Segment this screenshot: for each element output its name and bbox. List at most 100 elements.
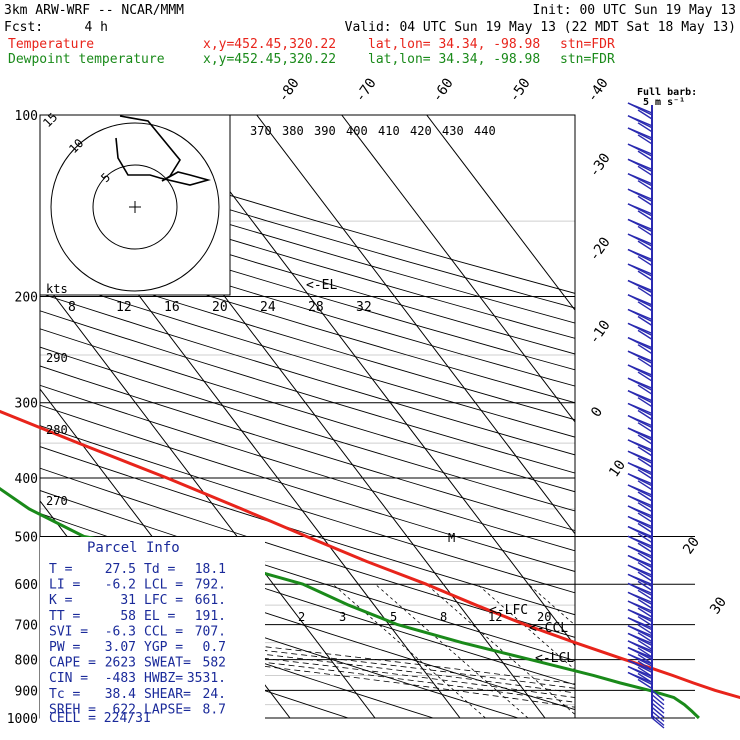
wind-barb: [637, 329, 653, 340]
wind-barb: [627, 427, 653, 439]
wind-barb: [627, 608, 653, 621]
hodograph-speed-label: 24: [260, 300, 276, 315]
parcel-info-key: TT =: [49, 609, 80, 624]
wind-barb: [651, 698, 665, 710]
wind-barb: [637, 502, 653, 513]
wind-barb: [627, 364, 653, 376]
wind-barb: [637, 150, 653, 161]
wind-barbs-layer: Full barb:5 m s⁻¹: [627, 87, 697, 729]
isotherm-label: -40: [584, 75, 612, 105]
wind-barb: [627, 143, 653, 155]
wind-barb: [627, 377, 653, 389]
mixing-ratio-label: 5: [390, 610, 397, 624]
wind-barb: [637, 371, 653, 382]
parcel-info-key: CCL =: [144, 624, 183, 639]
parcel-info-key: CIN =: [49, 671, 88, 686]
wind-barb: [637, 315, 653, 327]
wind-barb: [637, 457, 653, 468]
wind-barb: [637, 522, 653, 534]
parcel-info-key: K =: [49, 593, 73, 608]
theta-label: 370: [250, 124, 272, 138]
parcel-info-title: Parcel Info: [87, 540, 180, 556]
mixing-ratio-line: [528, 583, 575, 626]
isotherm-label: -10: [586, 317, 614, 347]
wind-barb: [637, 561, 653, 573]
parcel-info-key: Tc =: [49, 687, 80, 702]
wind-barb: [637, 469, 653, 480]
dewpoint-latlon: lat,lon= 34.34, -98.98: [368, 52, 540, 67]
wind-barb: [627, 545, 653, 557]
parcel-info-value: 27.5: [105, 562, 136, 577]
isotherm-line: [426, 115, 575, 311]
parcel-info-key: PW =: [49, 640, 80, 655]
parcel-info-key: EL =: [144, 609, 175, 624]
isotherm-label: 0: [588, 404, 606, 420]
wind-barb: [627, 646, 653, 659]
wind-barb: [627, 665, 653, 678]
parcel-info-value: 3.07: [105, 640, 136, 655]
parcel-info-key: Td =: [144, 562, 175, 577]
adiabat-label: 280: [46, 423, 68, 437]
mixing-ratio-label: 2: [298, 610, 305, 624]
wind-barb: [627, 415, 653, 427]
wind-barb: [637, 397, 653, 408]
parcel-info-value: 38.4: [105, 687, 136, 702]
parcel-info-value: 622: [113, 702, 136, 717]
isobar-label: 1000: [7, 712, 38, 727]
parcel-info-key: LI =: [49, 578, 80, 593]
wind-barb: [651, 710, 665, 722]
wind-barb: [627, 308, 653, 321]
wind-barb: [637, 624, 653, 635]
theta-label: 430: [442, 124, 464, 138]
wind-barb: [627, 515, 653, 528]
wind-barb: [627, 554, 653, 567]
wind-barb: [637, 240, 653, 251]
moist-adiabat: [40, 622, 575, 685]
dry-adiabat: [40, 310, 575, 474]
wind-barb: [627, 495, 653, 507]
wind-barb: [637, 615, 653, 627]
parcel-info-key: SWEAT=: [144, 656, 191, 671]
wind-barb: [637, 598, 653, 609]
theta-label: 390: [314, 124, 336, 138]
forecast-label: Fcst:: [4, 20, 43, 35]
wind-barb: [627, 218, 653, 231]
theta-label: 420: [410, 124, 432, 138]
mixing-ratio-line: [332, 583, 486, 718]
moist-adiabat: [40, 629, 575, 694]
wind-barb: [627, 390, 653, 402]
mixing-ratio-line: [477, 583, 575, 671]
dry-adiabat: [40, 446, 575, 616]
parcel-info-key: LFC =: [144, 593, 183, 608]
isobar-label: 800: [15, 654, 38, 669]
wind-barb: [627, 203, 653, 215]
isotherm-line: [341, 115, 575, 423]
moist-adiabat: [40, 625, 575, 689]
hodograph-speed-label: 28: [308, 300, 324, 315]
isobar-label: 300: [15, 397, 38, 412]
wind-barb: [627, 350, 653, 362]
hodograph-box: [39, 114, 231, 296]
wind-barb: [637, 344, 653, 355]
barb-legend: Full barb:: [637, 87, 697, 98]
wind-barb: [627, 525, 653, 538]
dry-adiabat: [40, 211, 575, 371]
wind-barb: [637, 512, 653, 523]
mixing-ratio-label: 3: [339, 610, 346, 624]
hodograph-ring: [50, 122, 220, 292]
wind-barb: [627, 402, 653, 415]
hodograph-ring: [92, 164, 178, 250]
mixed-layer-marker: M: [448, 531, 455, 545]
parcel-info-panel: [40, 537, 265, 727]
wind-barb: [637, 589, 653, 600]
wind-barb: [637, 542, 653, 553]
isotherm-label: -50: [506, 75, 534, 105]
parcel-info-key: HWBZ=: [144, 671, 183, 686]
wind-barb: [637, 210, 653, 221]
mixing-ratio-line: [426, 583, 575, 716]
wind-barb: [627, 659, 653, 671]
isobar-label: 600: [15, 578, 38, 593]
wind-barb: [627, 439, 653, 451]
parcel-info-value: 707.: [195, 624, 226, 639]
